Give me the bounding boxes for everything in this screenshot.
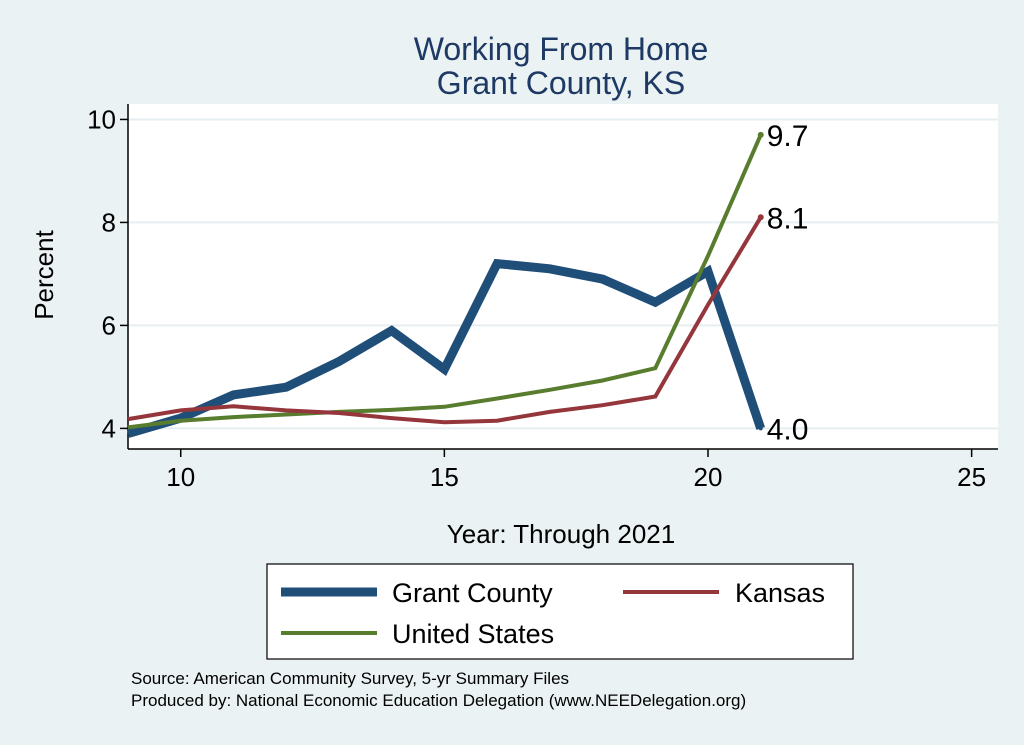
series-end-point-united-states	[757, 131, 764, 138]
legend-label-united-states: United States	[392, 619, 554, 649]
legend-label-kansas: Kansas	[735, 578, 825, 608]
end-labels: 4.0 9.7 8.1	[767, 120, 809, 447]
chart-title-line-2: Grant County, KS	[437, 65, 685, 101]
y-tick-label-6: 6	[102, 310, 116, 340]
end-label-grant-county: 4.0	[767, 413, 809, 446]
y-tick-label-8: 8	[102, 207, 116, 237]
x-tick-label-20: 20	[694, 462, 723, 492]
y-tick-label-10: 10	[87, 104, 116, 134]
series-end-point-grant-county	[758, 426, 763, 431]
series-end-point-kansas	[757, 214, 764, 221]
x-axis-title: Year: Through 2021	[447, 519, 675, 549]
chart-title-line-1: Working From Home	[414, 31, 709, 67]
legend: Grant County Kansas United States	[281, 578, 825, 649]
x-tick-label-25: 25	[957, 462, 986, 492]
y-tick-label-4: 4	[102, 413, 116, 443]
y-axis-title: Percent	[29, 229, 59, 319]
source-note: Source: American Community Survey, 5-yr …	[131, 669, 570, 688]
legend-label-grant-county: Grant County	[392, 578, 553, 608]
series-line-kansas	[127, 216, 763, 425]
x-tick-label-15: 15	[430, 462, 459, 492]
series-line-united-states	[127, 134, 763, 430]
end-label-united-states: 9.7	[767, 120, 809, 153]
grid-lines	[128, 118, 998, 430]
end-label-kansas: 8.1	[767, 202, 809, 235]
x-tick-label-10: 10	[166, 462, 195, 492]
series-lines	[126, 131, 765, 438]
plot-area	[128, 104, 998, 449]
series-line-grant-county	[126, 258, 765, 438]
legend-box	[266, 563, 854, 660]
producer-note: Produced by: National Economic Education…	[131, 691, 747, 710]
axes: 4 6 8 10 10 15 20 25	[87, 104, 998, 492]
